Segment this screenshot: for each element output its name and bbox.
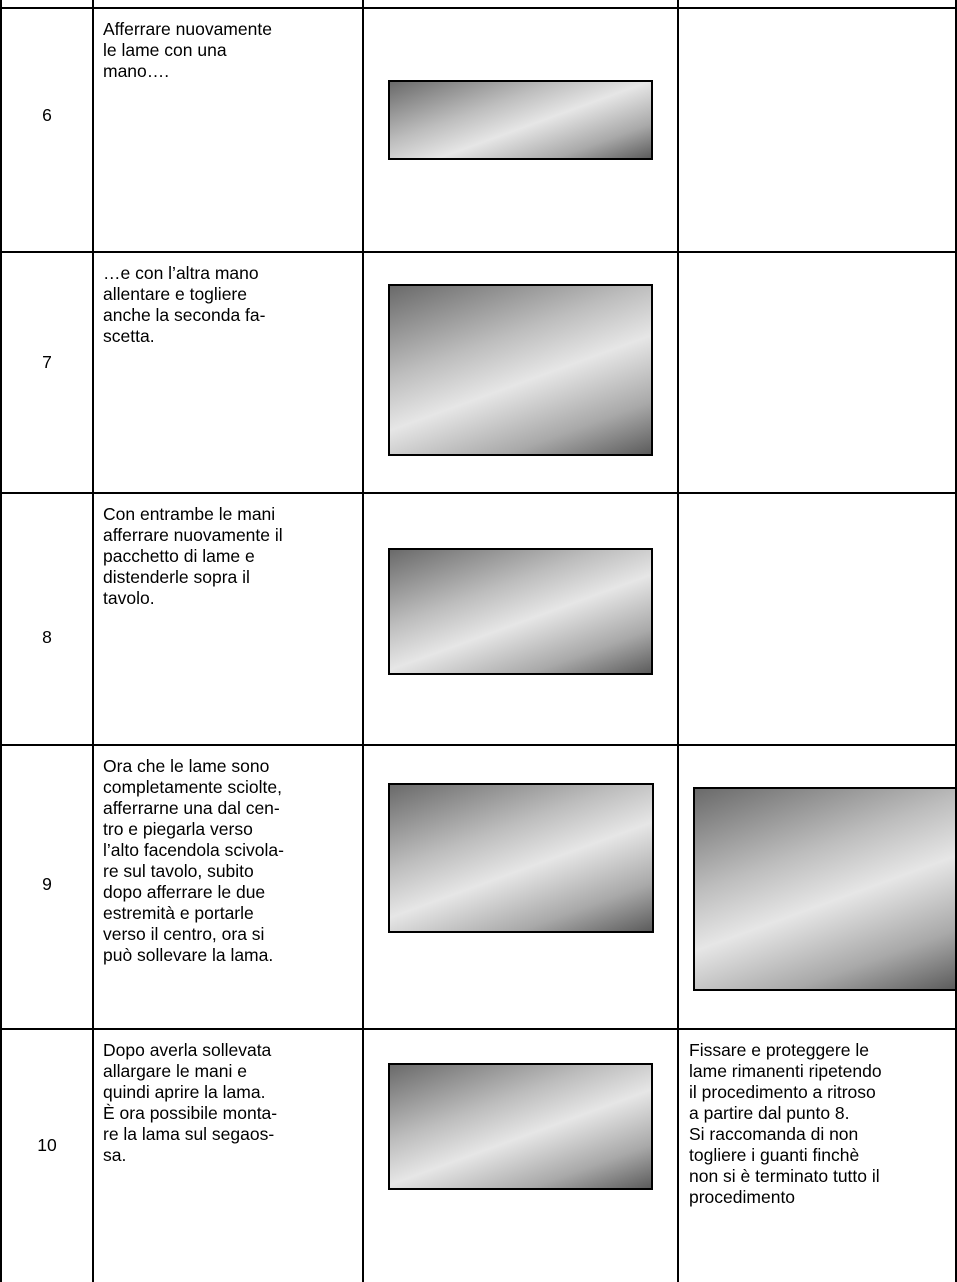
description-line: È ora possibile monta-	[103, 1103, 278, 1123]
description-line: anche la seconda fa-	[103, 305, 266, 325]
description-line: Ora che le lame sono	[103, 756, 270, 776]
note-line: il procedimento a ritroso	[689, 1082, 876, 1102]
description-line: può sollevare la lama.	[103, 945, 274, 965]
border	[955, 0, 957, 1282]
description-line: re sul tavolo, subito	[103, 861, 254, 881]
description-line: Afferrare nuovamente	[103, 19, 272, 39]
border	[677, 0, 679, 1282]
note-line: Fissare e proteggere le	[689, 1040, 869, 1060]
step-number: 9	[42, 874, 52, 894]
note-line: non si è terminato tutto il	[689, 1166, 880, 1186]
description-line: afferrare nuovamente il	[103, 525, 283, 545]
note-line: a partire dal punto 8.	[689, 1103, 850, 1123]
description-line: tavolo.	[103, 588, 155, 608]
description-line: Dopo averla sollevata	[103, 1040, 272, 1060]
step-number: 10	[37, 1135, 57, 1155]
photo	[388, 80, 653, 160]
description-line: sa.	[103, 1145, 127, 1165]
photo	[693, 787, 957, 991]
description-line: Con entrambe le mani	[103, 504, 276, 524]
description-line: afferrarne una dal cen-	[103, 798, 280, 818]
step-number: 8	[42, 627, 52, 647]
step-number: 7	[42, 352, 52, 372]
description-line: estremità e portarle	[103, 903, 254, 923]
photo	[388, 1063, 653, 1190]
note-line: lame rimanenti ripetendo	[689, 1061, 882, 1081]
description-line: allargare le mani e	[103, 1061, 247, 1081]
border	[0, 1028, 957, 1030]
description-line: verso il centro, ora si	[103, 924, 265, 944]
description-line: re la lama sul segaos-	[103, 1124, 275, 1144]
description-line: scetta.	[103, 326, 155, 346]
note-line: togliere i guanti finchè	[689, 1145, 860, 1165]
description-line: …e con l’altra mano	[103, 263, 259, 283]
description-line: quindi aprire la lama.	[103, 1082, 266, 1102]
photo	[388, 783, 654, 933]
note-line: Si raccomanda di non	[689, 1124, 859, 1144]
description-line: l’alto facendola scivola-	[103, 840, 284, 860]
photo	[388, 548, 653, 675]
border	[362, 0, 364, 1282]
description-line: dopo afferrare le due	[103, 882, 266, 902]
border	[0, 492, 957, 494]
description-line: le lame con una	[103, 40, 227, 60]
border	[0, 0, 2, 1282]
description-line: completamente sciolte,	[103, 777, 282, 797]
description-line: distenderle sopra il	[103, 567, 250, 587]
description-line: pacchetto di lame e	[103, 546, 255, 566]
description-line: tro e piegarla verso	[103, 819, 253, 839]
border	[0, 744, 957, 746]
border	[0, 251, 957, 253]
description-line: allentare e togliere	[103, 284, 247, 304]
description-line: mano….	[103, 61, 170, 81]
border	[0, 7, 957, 9]
step-number: 6	[42, 105, 52, 125]
border	[92, 0, 94, 1282]
photo	[388, 284, 653, 456]
note-line: procedimento	[689, 1187, 796, 1207]
